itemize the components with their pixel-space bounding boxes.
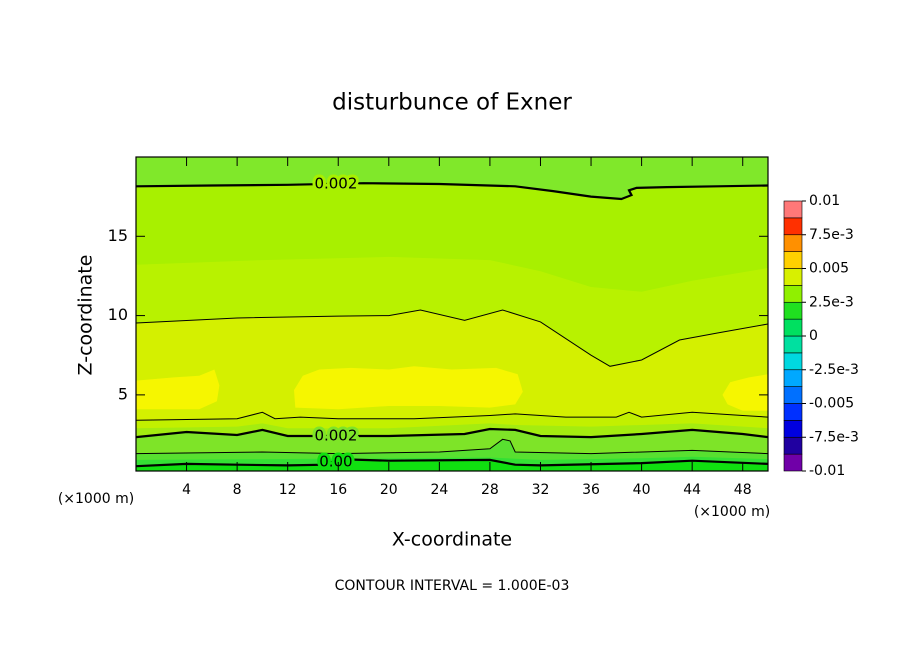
y-unit-label: (×1000 m) xyxy=(58,491,134,507)
colorbar-swatch xyxy=(783,369,803,387)
chart-title: disturbunce of Exner xyxy=(332,90,572,116)
x-tick-label: 40 xyxy=(633,482,651,498)
colorbar-tick-label: -0.01 xyxy=(809,463,845,479)
contour-fill xyxy=(136,459,768,471)
x-tick-label: 16 xyxy=(329,482,347,498)
x-tick-label: 48 xyxy=(734,482,752,498)
x-axis-label: X-coordinate xyxy=(392,529,512,551)
colorbar-tick-label: 0 xyxy=(809,328,818,344)
colorbar-swatch xyxy=(783,268,803,286)
y-tick-label: 10 xyxy=(108,305,128,324)
colorbar-swatch xyxy=(783,436,803,455)
colorbar-swatch xyxy=(783,318,803,337)
colorbar-swatch xyxy=(783,251,803,269)
colorbar-tick-label: 7.5e-3 xyxy=(809,227,854,243)
x-tick-label: 36 xyxy=(582,482,600,498)
contour-label: 0.002 xyxy=(314,174,357,192)
contour-label: 0.002 xyxy=(314,426,357,444)
colorbar-swatch xyxy=(783,453,803,472)
contour-line xyxy=(136,411,768,421)
x-unit-label: (×1000 m) xyxy=(694,504,770,520)
contour-line xyxy=(136,309,768,367)
colorbar-swatch xyxy=(783,285,803,303)
y-tick-label: 5 xyxy=(118,384,128,403)
x-tick-label: 24 xyxy=(430,482,448,498)
contour-line xyxy=(136,182,768,201)
colorbar-swatch xyxy=(783,200,803,219)
colorbar-tick-label: 0.005 xyxy=(809,261,849,277)
colorbar-swatch xyxy=(783,217,803,236)
colorbar-swatch xyxy=(783,386,803,404)
contour-line xyxy=(136,427,768,439)
colorbar-tick-label: 2.5e-3 xyxy=(809,294,854,310)
y-axis-label: Z-coordinate xyxy=(75,255,97,376)
x-tick-label: 32 xyxy=(532,482,550,498)
contour-fill xyxy=(294,366,523,410)
x-tick-label: 44 xyxy=(683,482,701,498)
colorbar-swatch xyxy=(783,420,803,438)
contour-line xyxy=(136,438,768,455)
colorbar-tick-label: 0.01 xyxy=(809,193,840,209)
colorbar-swatch xyxy=(783,234,803,252)
x-tick-label: 4 xyxy=(182,482,191,498)
colorbar-swatch xyxy=(783,403,803,421)
plot-area: 0.002 0.002 0.00 xyxy=(136,157,768,471)
colorbar-tick-label: -0.005 xyxy=(809,396,854,412)
colorbar-swatch xyxy=(783,335,803,354)
x-tick-label: 28 xyxy=(481,482,499,498)
colorbar-tick-label: -2.5e-3 xyxy=(809,362,859,378)
colorbar-swatch xyxy=(783,301,803,320)
contour-fill xyxy=(136,369,220,410)
x-tick-label: 12 xyxy=(279,482,297,498)
x-tick-label: 20 xyxy=(380,482,398,498)
footer-note: CONTOUR INTERVAL = 1.000E-03 xyxy=(335,578,570,594)
colorbar-swatch xyxy=(783,352,803,371)
contour-fill xyxy=(722,374,768,411)
plot-frame xyxy=(135,156,769,472)
contour-label: 0.00 xyxy=(319,452,352,470)
y-tick-label: 15 xyxy=(108,226,128,245)
colorbar-tick-label: -7.5e-3 xyxy=(809,429,859,445)
x-tick-label: 8 xyxy=(233,482,242,498)
